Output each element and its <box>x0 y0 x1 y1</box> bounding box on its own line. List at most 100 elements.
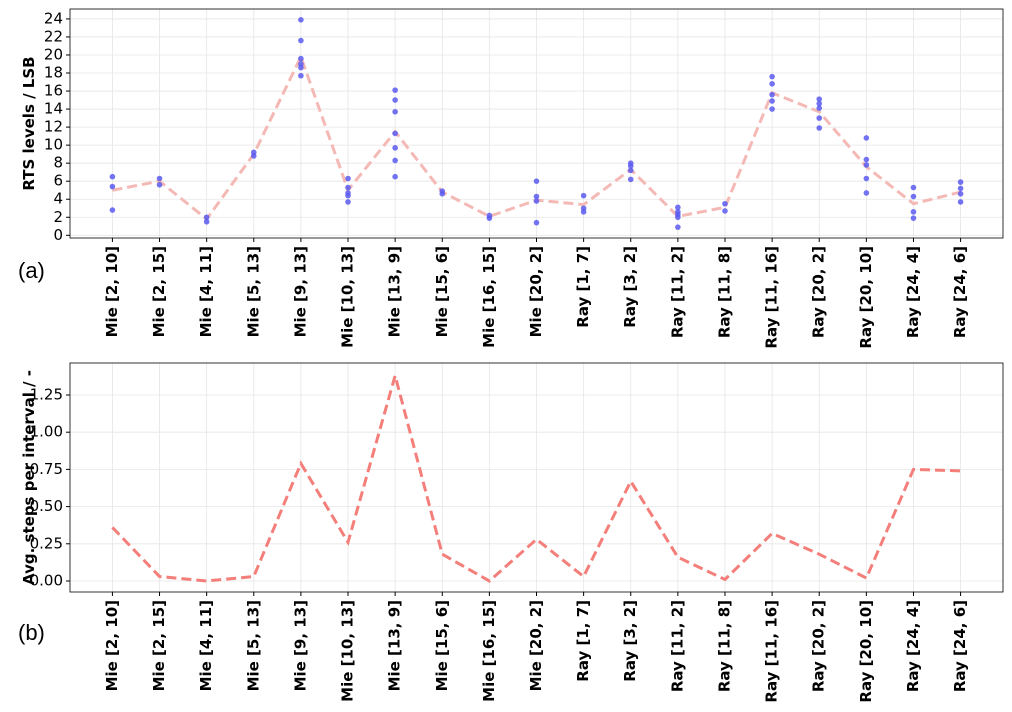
x-tick-label: Mie [4, 11] <box>197 246 215 337</box>
y-tick-label: 6 <box>53 172 63 190</box>
data-point <box>863 162 870 168</box>
data-point <box>627 163 634 169</box>
x-tick-label: Mie [20, 2] <box>527 246 545 337</box>
data-point <box>863 135 870 141</box>
data-point <box>392 173 398 180</box>
data-point <box>392 157 398 164</box>
data-point <box>816 115 823 121</box>
data-point <box>769 91 775 98</box>
x-tick-label: Mie [2, 10] <box>103 246 121 337</box>
y-tick-label: 24 <box>44 9 63 27</box>
x-tick-label: Mie [15, 6] <box>433 246 451 337</box>
x-tick-label: Ray [20, 10] <box>857 600 875 703</box>
y-axis-label: RTS levels / LSB <box>20 56 38 190</box>
data-point <box>203 218 210 225</box>
x-tick-label: Mie [20, 2] <box>527 600 545 691</box>
data-point <box>156 175 163 182</box>
x-tick-label: Ray [11, 16] <box>763 246 781 349</box>
data-point <box>533 193 540 200</box>
data-point <box>816 105 823 111</box>
x-tick-label: Ray [24, 4] <box>904 600 922 692</box>
data-point <box>345 175 351 182</box>
x-tick-label: Mie [2, 15] <box>150 600 168 691</box>
data-point <box>675 224 681 230</box>
x-tick-label: Ray [11, 8] <box>715 246 733 338</box>
x-tick-label: Ray [1, 7] <box>574 600 592 682</box>
data-point <box>109 183 116 190</box>
data-point <box>298 64 304 71</box>
x-tick-label: Mie [5, 13] <box>244 600 262 691</box>
data-point <box>627 167 634 174</box>
x-tick-label: Mie [9, 13] <box>291 246 309 337</box>
x-tick-label: Mie [16, 15] <box>480 600 498 702</box>
x-tick-label: Ray [20, 10] <box>857 246 875 349</box>
data-point <box>627 176 634 183</box>
data-point <box>769 98 775 104</box>
data-point <box>345 192 351 199</box>
x-tick-label: Ray [1, 7] <box>574 246 592 328</box>
y-tick-label: 0.00 <box>30 571 63 589</box>
data-point <box>109 173 116 180</box>
data-point <box>345 199 351 205</box>
y-tick-label: 10 <box>44 136 63 154</box>
data-point <box>910 184 917 191</box>
data-point <box>392 130 398 137</box>
x-tick-label: Mie [15, 6] <box>433 600 451 691</box>
mean-line <box>111 369 961 583</box>
x-tick-label: Mie [13, 9] <box>386 600 404 691</box>
y-tick-label: 0.25 <box>30 534 63 552</box>
x-tick-label: Ray [20, 2] <box>810 600 828 692</box>
x-tick-label: Mie [2, 10] <box>103 600 121 691</box>
data-point <box>392 87 398 93</box>
x-tick-label: Ray [20, 2] <box>810 246 828 338</box>
data-point <box>298 17 304 23</box>
y-tick-label: 0 <box>53 226 63 244</box>
panel-label: (b) <box>18 620 45 645</box>
y-tick-label: 14 <box>44 100 63 118</box>
data-point <box>816 100 823 107</box>
data-point <box>439 191 446 197</box>
data-point <box>910 209 917 215</box>
x-tick-label: Ray [3, 2] <box>621 600 639 682</box>
data-point <box>769 106 775 112</box>
y-tick-label: 22 <box>44 27 63 45</box>
data-point <box>957 191 964 197</box>
data-point <box>109 207 116 213</box>
y-axis-label: Avg. steps per interval / - <box>20 370 38 585</box>
y-tick-label: 18 <box>44 64 63 82</box>
data-point <box>250 153 257 159</box>
data-point <box>863 190 870 196</box>
x-tick-label: Ray [24, 6] <box>951 246 969 338</box>
x-tick-label: Mie [5, 13] <box>244 246 262 337</box>
y-tick-label: 1.25 <box>30 385 63 403</box>
data-point <box>722 208 728 214</box>
x-tick-label: Mie [10, 13] <box>339 246 357 348</box>
x-tick-label: Ray [11, 8] <box>715 600 733 692</box>
x-tick-label: Mie [2, 15] <box>150 246 168 337</box>
x-tick-label: Ray [11, 16] <box>763 600 781 703</box>
x-tick-label: Ray [24, 6] <box>951 600 969 692</box>
y-tick-label: 16 <box>44 82 63 100</box>
data-point <box>769 73 775 80</box>
data-point <box>533 198 540 204</box>
x-tick-label: Mie [10, 13] <box>339 600 357 702</box>
x-tick-label: Mie [16, 15] <box>480 246 498 348</box>
data-point <box>957 199 964 205</box>
x-tick-label: Ray [3, 2] <box>621 246 639 328</box>
data-point <box>957 185 964 192</box>
data-point <box>298 37 304 44</box>
y-tick-label: 4 <box>53 190 63 208</box>
data-point <box>298 55 304 62</box>
data-point <box>156 182 163 188</box>
data-point <box>863 156 870 163</box>
data-point <box>863 175 870 182</box>
x-tick-label: Mie [4, 11] <box>197 600 215 691</box>
data-point <box>816 125 823 131</box>
data-point <box>675 204 681 211</box>
data-point <box>203 214 210 221</box>
data-point <box>533 219 540 226</box>
data-point <box>392 108 398 115</box>
data-point <box>957 179 964 185</box>
panel-label: (a) <box>18 258 45 283</box>
